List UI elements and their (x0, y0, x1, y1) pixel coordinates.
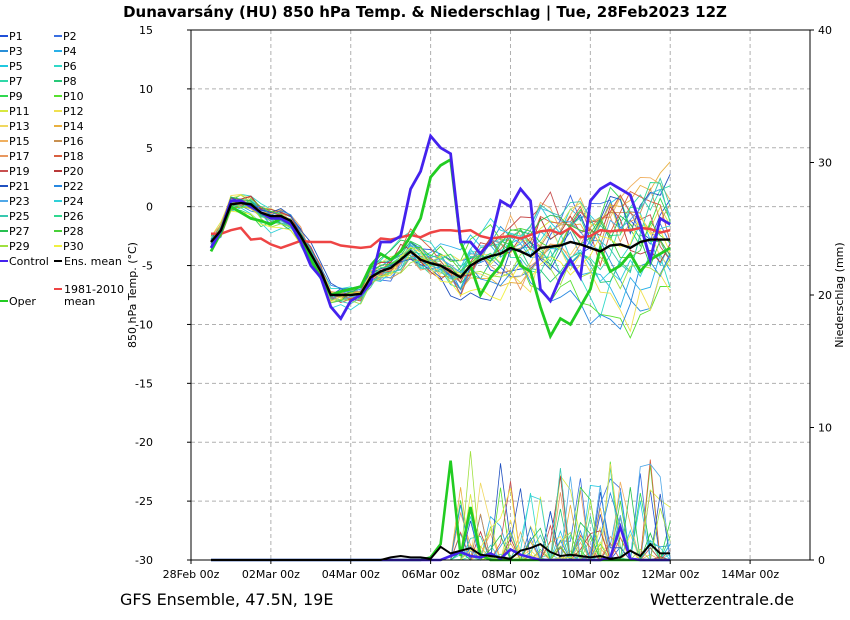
member-temp-line-p29 (210, 198, 671, 305)
y-tick-label: -15 (135, 377, 153, 390)
y-right-tick-label: 0 (818, 554, 825, 567)
legend-label-p12: P12 (63, 105, 84, 118)
member-temp-line-p25 (210, 177, 671, 305)
x-tick-label: 12Mar 00z (641, 568, 699, 581)
legend-label-p10: P10 (63, 90, 84, 103)
legend-label-ens-mean: Ens. mean (64, 255, 122, 268)
legend: P1 P2 P3 P4 P5 P6 P7 P8 P9 P10 P11 P12 P13 P14 P15 P16 P… (0, 30, 124, 308)
legend-label-clim-mean: mean (64, 295, 95, 308)
legend-label-p13: P13 (9, 120, 30, 133)
legend-label-p18: P18 (63, 150, 84, 163)
legend-label-p7: P7 (9, 75, 23, 88)
x-tick-label: 06Mar 00z (402, 568, 460, 581)
legend-label-p28: P28 (63, 225, 84, 238)
x-axis-label: Date (UTC) (457, 583, 517, 596)
legend-label-p9: P9 (9, 90, 23, 103)
y-tick-label: -20 (135, 436, 153, 449)
legend-label-p22: P22 (63, 180, 84, 193)
y-axis-right-label: Niederschlag (mm) (833, 242, 846, 347)
y-tick-label: 5 (146, 142, 153, 155)
y-tick-label: -10 (135, 318, 153, 331)
legend-label-p6: P6 (63, 60, 77, 73)
clim-mean-line (211, 226, 671, 250)
y-axis-label: 850 hPa Temp. (°C) (126, 242, 139, 348)
y-tick-label: -5 (142, 260, 153, 273)
y-right-tick-label: 20 (818, 289, 832, 302)
ens-mean-temp-line (210, 201, 671, 297)
y-right-tick-label: 40 (818, 24, 832, 37)
legend-label-p4: P4 (63, 45, 77, 58)
legend-label-p17: P17 (9, 150, 30, 163)
y-tick-label: 15 (139, 24, 153, 37)
x-tick-label: 14Mar 00z (721, 568, 779, 581)
control-temp-line (209, 133, 671, 322)
legend-label-p5: P5 (9, 60, 23, 73)
x-tick-label: 02Mar 00z (242, 568, 300, 581)
legend-label-p8: P8 (63, 75, 77, 88)
legend-label-p23: P23 (9, 195, 30, 208)
legend-label-control: Control (9, 255, 49, 268)
legend-label-p25: P25 (9, 210, 30, 223)
member-temp-line-p16 (210, 187, 671, 302)
axes: 28Feb 00z 02Mar 00z 04Mar 00z 06Mar 00z 08Ma… (135, 24, 832, 581)
legend-label-p30: P30 (63, 240, 84, 253)
footer-site: Wetterzentrale.de (650, 590, 794, 609)
legend-label-clim: 1981-2010 (64, 283, 124, 296)
legend-label-p24: P24 (63, 195, 84, 208)
legend-label-oper: Oper (9, 295, 36, 308)
y-right-tick-label: 10 (818, 422, 832, 435)
x-tick-label: 04Mar 00z (322, 568, 380, 581)
footer-model-info: GFS Ensemble, 47.5N, 19E (120, 590, 333, 609)
legend-label-p21: P21 (9, 180, 30, 193)
legend-label-p14: P14 (63, 120, 84, 133)
legend-label-p20: P20 (63, 165, 84, 178)
grid (191, 30, 810, 560)
legend-label-p29: P29 (9, 240, 30, 253)
legend-label-p15: P15 (9, 135, 30, 148)
x-tick-label: 10Mar 00z (561, 568, 619, 581)
legend-label-p19: P19 (9, 165, 30, 178)
y-tick-label: 0 (146, 201, 153, 214)
legend-label-p16: P16 (63, 135, 84, 148)
plot-frame (190, 29, 811, 561)
legend-label-p26: P26 (63, 210, 84, 223)
legend-label-p11: P11 (9, 105, 30, 118)
y-tick-label: -30 (135, 554, 153, 567)
x-tick-label: 28Feb 00z (163, 568, 220, 581)
chart-title: Dunavarsány (HU) 850 hPa Temp. & Nieders… (123, 3, 727, 22)
x-tick-label: 08Mar 00z (481, 568, 539, 581)
y-tick-label: 10 (139, 83, 153, 96)
legend-label-p27: P27 (9, 225, 30, 238)
legend-label-p2: P2 (63, 30, 77, 43)
y-right-tick-label: 30 (818, 157, 832, 170)
legend-label-p1: P1 (9, 30, 23, 43)
y-tick-label: -25 (135, 495, 153, 508)
member-temp-line-p23 (210, 188, 671, 301)
legend-label-p3: P3 (9, 45, 23, 58)
ensemble-members (210, 161, 671, 562)
